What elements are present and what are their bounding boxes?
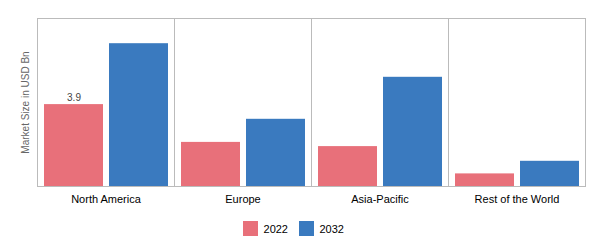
svg-text:Market Size in USD Bn: Market Size in USD Bn xyxy=(20,51,31,153)
svg-text:Europe: Europe xyxy=(225,193,260,205)
svg-text:North America: North America xyxy=(71,193,142,205)
html-text:2032: 2032 xyxy=(319,222,344,235)
svg-text:Asia-Pacific: Asia-Pacific xyxy=(351,193,409,205)
svg-text:3.9: 3.9 xyxy=(67,92,81,103)
svg-text:Rest of the World: Rest of the World xyxy=(475,193,560,205)
html-text:2022: 2022 xyxy=(263,222,288,235)
